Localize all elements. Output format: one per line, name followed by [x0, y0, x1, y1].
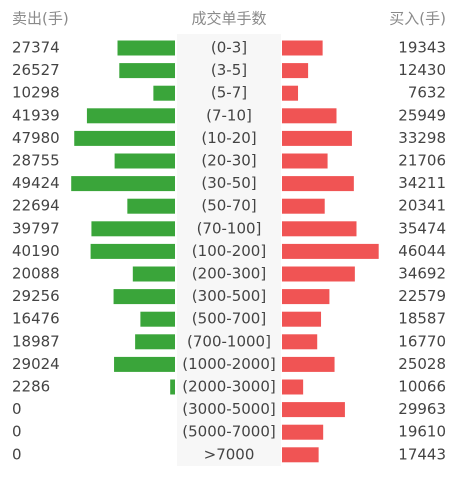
category-label: (30-50] — [201, 174, 256, 192]
category-label: (5-7] — [211, 84, 247, 102]
buy-bar — [282, 243, 379, 259]
buy-value: 33298 — [398, 129, 446, 147]
buy-bar — [282, 198, 325, 214]
buy-value: 19610 — [398, 423, 446, 441]
sell-bar — [117, 40, 175, 56]
buy-value: 22579 — [398, 287, 446, 305]
sell-bar — [153, 85, 175, 101]
buy-value: 21706 — [398, 152, 446, 170]
category-label: (1000-2000] — [182, 355, 275, 373]
sell-bar — [127, 198, 175, 214]
category-label: (3000-5000] — [182, 400, 275, 418]
sell-value: 40190 — [12, 242, 60, 260]
buy-value: 46044 — [398, 242, 446, 260]
buy-bar — [282, 424, 324, 440]
sell-bar — [71, 176, 175, 192]
buy-value: 19343 — [398, 39, 446, 57]
buy-bar — [282, 63, 309, 79]
buy-value: 35474 — [398, 219, 446, 237]
category-label: (3-5] — [211, 61, 247, 79]
sell-bar — [90, 243, 175, 259]
right-header: 买入(手) — [389, 10, 446, 28]
sell-value: 29256 — [12, 287, 60, 305]
category-label: (0-3] — [211, 39, 247, 57]
buy-bar — [282, 356, 335, 372]
sell-bar — [170, 379, 175, 395]
buy-bar — [282, 108, 337, 124]
sell-value: 20088 — [12, 265, 60, 283]
category-label: (300-500] — [192, 287, 266, 305]
sell-value: 0 — [12, 445, 22, 463]
sell-value: 18987 — [12, 332, 60, 350]
sell-value: 28755 — [12, 152, 60, 170]
buy-value: 34692 — [398, 265, 446, 283]
buy-value: 20341 — [398, 197, 446, 215]
buy-bar — [282, 402, 345, 418]
sell-bar — [74, 130, 175, 146]
buy-value: 34211 — [398, 174, 446, 192]
buy-bar — [282, 130, 352, 146]
sell-bar — [91, 221, 175, 237]
buy-value: 17443 — [398, 445, 446, 463]
category-label: >7000 — [204, 445, 255, 463]
category-label: (500-700] — [192, 310, 266, 328]
category-label: (2000-3000] — [182, 378, 275, 396]
buy-bar — [282, 334, 318, 350]
sell-value: 22694 — [12, 197, 60, 215]
sell-bar — [113, 289, 175, 305]
buy-bar — [282, 176, 354, 192]
buy-value: 7632 — [408, 84, 446, 102]
sell-bar — [140, 311, 175, 327]
sell-value: 27374 — [12, 39, 60, 57]
buy-bar — [282, 85, 299, 101]
buy-bar — [282, 153, 328, 169]
buy-value: 18587 — [398, 310, 446, 328]
buy-value: 16770 — [398, 332, 446, 350]
sell-bar — [114, 153, 175, 169]
sell-value: 47980 — [12, 129, 60, 147]
center-band — [177, 34, 281, 466]
buy-bar — [282, 379, 304, 395]
sell-value: 26527 — [12, 61, 60, 79]
buy-bar — [282, 221, 357, 237]
category-label: (200-300] — [192, 265, 266, 283]
buy-value: 29963 — [398, 400, 446, 418]
buy-bar — [282, 289, 330, 305]
buy-value: 25949 — [398, 106, 446, 124]
sell-value: 16476 — [12, 310, 60, 328]
buy-value: 10066 — [398, 378, 446, 396]
sell-bar — [119, 63, 175, 79]
sell-value: 10298 — [12, 84, 60, 102]
buy-value: 12430 — [398, 61, 446, 79]
sell-value: 0 — [12, 423, 22, 441]
buy-bar — [282, 40, 323, 56]
sell-value: 41939 — [12, 106, 60, 124]
category-label: (700-1000] — [187, 332, 271, 350]
category-label: (20-30] — [201, 152, 256, 170]
center-header: 成交单手数 — [191, 10, 266, 28]
category-label: (100-200] — [192, 242, 266, 260]
sell-value: 39797 — [12, 219, 60, 237]
buy-value: 25028 — [398, 355, 446, 373]
buy-bar — [282, 447, 319, 463]
sell-value: 0 — [12, 400, 22, 418]
category-label: (10-20] — [201, 129, 256, 147]
sell-bar — [135, 334, 175, 350]
category-label: (70-100] — [197, 219, 262, 237]
category-label: (50-70] — [201, 197, 256, 215]
sell-value: 29024 — [12, 355, 60, 373]
buy-bar — [282, 311, 322, 327]
sell-bar — [114, 356, 175, 372]
sell-value: 2286 — [12, 378, 50, 396]
buy-bar — [282, 266, 355, 282]
sell-value: 49424 — [12, 174, 60, 192]
left-header: 卖出(手) — [12, 10, 69, 28]
sell-bar — [86, 108, 175, 124]
category-label: (5000-7000] — [182, 423, 275, 441]
category-label: (7-10] — [206, 106, 252, 124]
sell-bar — [132, 266, 175, 282]
